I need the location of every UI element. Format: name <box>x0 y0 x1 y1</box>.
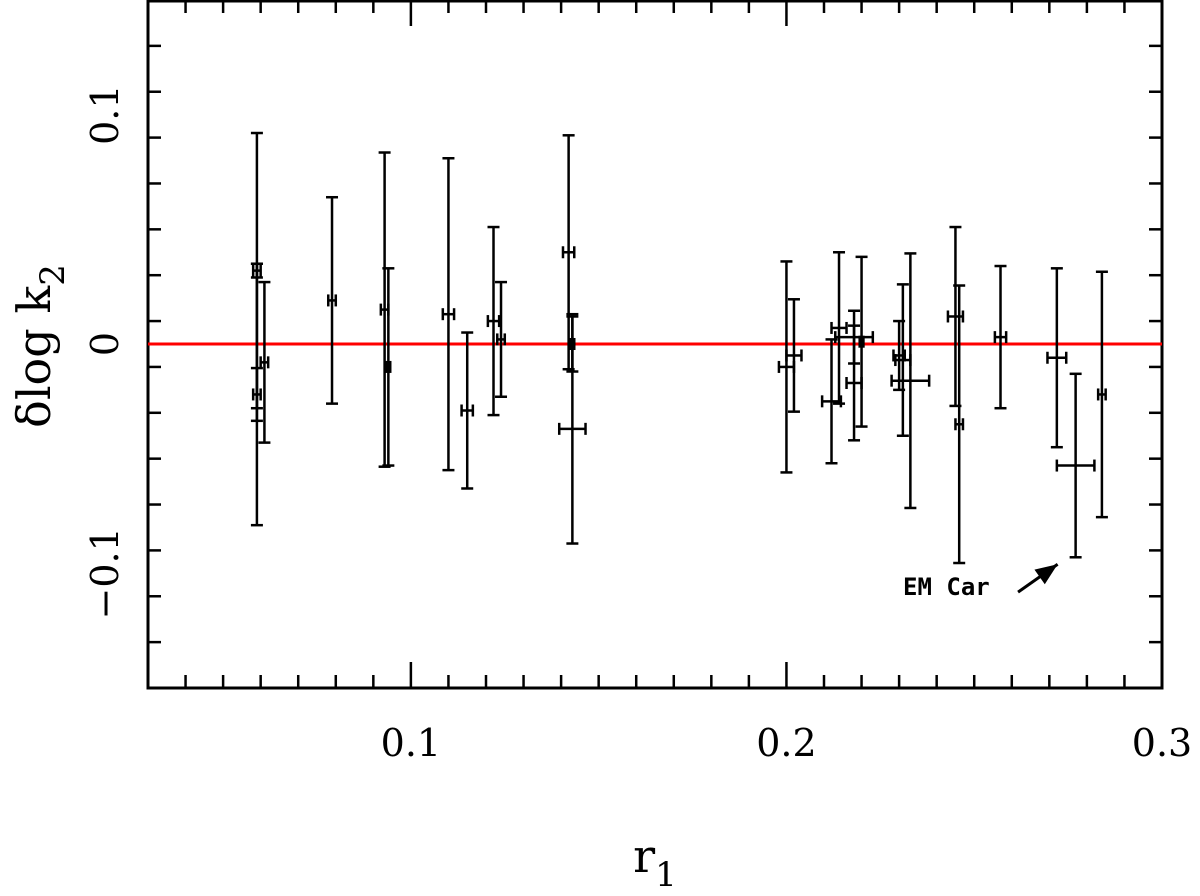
x-axis-label: r1 <box>633 829 677 895</box>
x-tick-label: 0.2 <box>756 721 816 765</box>
error-bar-point <box>557 312 587 545</box>
annotation-label: EM Car <box>903 573 990 601</box>
error-bar-point <box>1095 270 1108 519</box>
error-bar-point <box>326 195 339 405</box>
error-bar-point <box>561 134 576 371</box>
error-bar-point <box>894 283 912 437</box>
axis-labels: r1 δlog k2 <box>7 264 677 895</box>
error-bar-point <box>460 331 475 490</box>
data-points <box>250 131 1108 565</box>
error-bar-point <box>777 260 796 474</box>
axis-ticks: 0.1 0.2 0.3 −0.1 0 0.1 <box>83 0 1192 765</box>
error-bar-point <box>258 280 271 444</box>
error-bar-point <box>845 324 863 442</box>
error-bar-point <box>1055 372 1096 559</box>
error-bar-point <box>993 264 1008 410</box>
x-tick-label: 0.1 <box>381 721 441 765</box>
y-axis-label: δlog k2 <box>7 264 73 428</box>
error-bar-point <box>495 280 508 398</box>
error-bar-point <box>1046 267 1068 449</box>
error-bar-point <box>486 225 501 417</box>
error-bar-point <box>946 225 965 408</box>
error-bar-point <box>785 298 803 413</box>
error-bar-point <box>441 156 456 472</box>
y-tick-label: 0.1 <box>83 84 127 144</box>
error-bar-point <box>890 252 931 510</box>
error-bar-point <box>855 255 868 428</box>
error-bar-point <box>382 267 395 467</box>
y-tick-label: −0.1 <box>83 527 127 619</box>
error-bar-point <box>953 284 966 565</box>
error-bar-point <box>830 251 848 405</box>
annotation-arrow-head <box>1034 564 1058 585</box>
error-bar-point <box>250 131 263 410</box>
x-tick-label: 0.3 <box>1132 721 1192 765</box>
y-tick-label: 0 <box>83 332 127 356</box>
annotation-group: EM Car <box>903 563 1059 601</box>
